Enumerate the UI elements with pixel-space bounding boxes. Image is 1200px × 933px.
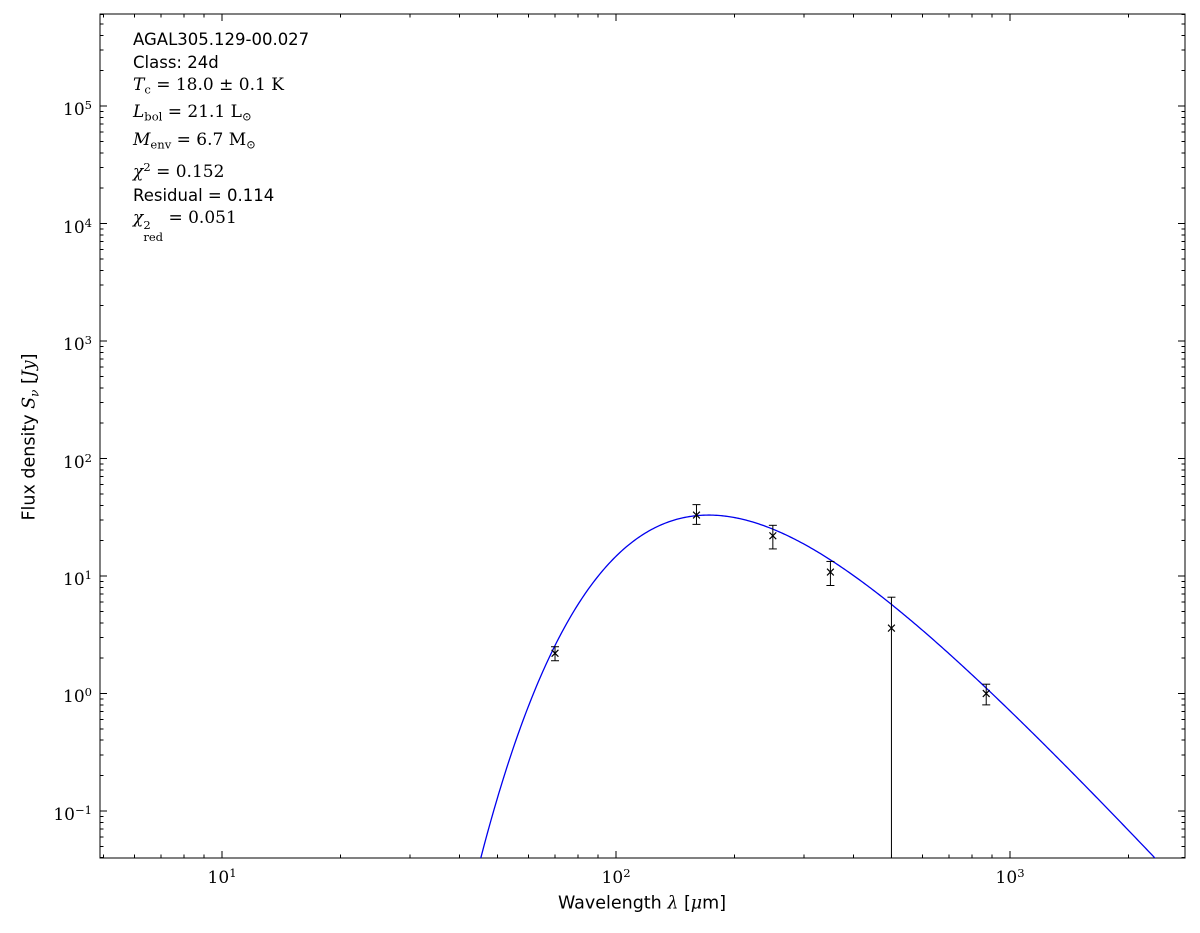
x-axis-label: Wavelength λ [μm] xyxy=(557,893,727,914)
x-tick-label: 102 xyxy=(601,866,631,888)
annotation-line: Menv = 6.7 M⊙ xyxy=(133,129,256,152)
y-tick-label: 101 xyxy=(63,567,92,590)
axis-ticks xyxy=(100,14,1185,859)
annotation-line: Residual = 0.114 xyxy=(133,186,275,206)
y-tick-label: 103 xyxy=(63,333,92,355)
annotation-line: AGAL305.129-00.027 xyxy=(133,30,310,49)
annotation-line: Tc = 18.0 ± 0.1 K xyxy=(133,75,284,97)
y-tick-label: 104 xyxy=(63,215,92,238)
y-tick-label: 10−1 xyxy=(53,802,92,825)
annotation-line: Class: 24d xyxy=(133,53,219,72)
annotation-line: χ 2 red = 0.051 xyxy=(133,208,237,245)
annotation-line: χ2 = 0.152 xyxy=(133,160,225,183)
annotation-line: Lbol = 21.1 L⊙ xyxy=(133,102,252,124)
data-markers xyxy=(551,511,991,698)
sup-sub-stack: 2 red xyxy=(143,218,164,245)
plot-frame xyxy=(99,13,1186,859)
error-bars xyxy=(551,504,991,858)
annotation-box: AGAL305.129-00.027 Class: 24d Tc = 18.0 ± … xyxy=(133,28,309,244)
y-tick-label: 102 xyxy=(63,450,92,473)
y-tick-label: 100 xyxy=(63,685,92,708)
model-curve xyxy=(480,514,1156,858)
x-tick-label: 103 xyxy=(995,866,1025,888)
x-tick-label: 101 xyxy=(207,866,237,888)
y-tick-label: 105 xyxy=(63,98,92,120)
y-axis-label: Flux density Sν [Jy] xyxy=(19,353,42,521)
